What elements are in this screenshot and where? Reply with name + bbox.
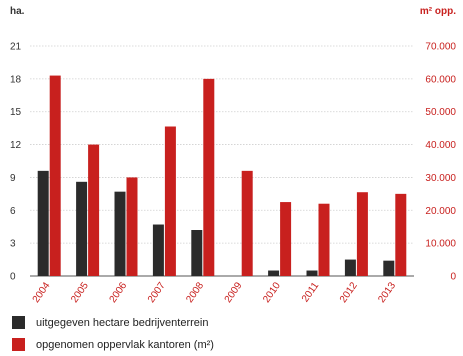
right-axis-unit-label: m² opp. (420, 6, 456, 17)
right-axis-tick-label: 60.000 (425, 74, 456, 85)
bars (37, 75, 407, 276)
bar-kantoren-2006 (126, 177, 138, 276)
bar-kantoren-2012 (356, 192, 368, 276)
x-axis-label-2011: 2011 (300, 280, 322, 304)
left-axis-tick-label: 18 (10, 74, 22, 85)
left-axis-unit-label: ha. (10, 6, 25, 17)
x-axis-label-2009: 2009 (223, 280, 245, 305)
gridlines (30, 45, 414, 277)
x-axis-label-2006: 2006 (108, 280, 130, 305)
left-axis-tick-label: 21 (10, 42, 22, 53)
right-axis-tick-label: 40.000 (425, 140, 456, 151)
left-axis-tick-label: 12 (10, 140, 22, 151)
right-axis-ticks: 0 10.000 20.000 30.000 40.000 50.000 60.000 70.… (425, 42, 456, 283)
bar-kantoren-2005 (88, 144, 100, 276)
left-axis-tick-label: 0 (10, 272, 16, 283)
x-axis-label-2005: 2005 (69, 280, 91, 305)
right-axis-tick-label: 20.000 (425, 206, 456, 217)
bar-kantoren-2007 (164, 126, 176, 276)
left-axis-tick-label: 15 (10, 107, 22, 118)
left-axis-ticks: 0 3 6 9 12 15 18 21 (10, 42, 22, 283)
legend-label-series-2: opgenomen oppervlak kantoren (m²) (36, 338, 214, 351)
bar-bedrijventerrein-2008 (191, 230, 203, 276)
bar-kantoren-2009 (241, 170, 253, 276)
bar-kantoren-2010 (280, 202, 292, 276)
legend-swatch-series-1 (12, 316, 25, 329)
bar-kantoren-2004 (49, 75, 61, 276)
right-axis-tick-label: 70.000 (425, 42, 456, 53)
right-axis-tick-label: 30.000 (425, 173, 456, 184)
x-axis-label-2013: 2013 (376, 280, 398, 305)
legend-swatch-series-2 (12, 338, 25, 351)
x-axis-label-2007: 2007 (146, 280, 168, 305)
bar-kantoren-2011 (318, 203, 330, 276)
bar-bedrijventerrein-2013 (383, 260, 395, 276)
bar-kantoren-2013 (395, 193, 407, 276)
right-axis-tick-label: 50.000 (425, 107, 456, 118)
right-axis-tick-label: 10.000 (425, 239, 456, 250)
bar-kantoren-2008 (203, 78, 215, 276)
bar-bedrijventerrein-2004 (37, 170, 49, 276)
legend-item-series-1: uitgegeven hectare bedrijventerrein (12, 316, 208, 329)
legend-label-series-1: uitgegeven hectare bedrijventerrein (36, 316, 209, 329)
x-axis-label-2008: 2008 (184, 280, 206, 305)
bar-bedrijventerrein-2007 (152, 224, 164, 276)
bar-bedrijventerrein-2010 (268, 270, 280, 276)
left-axis-tick-label: 3 (10, 239, 16, 250)
legend-item-series-2: opgenomen oppervlak kantoren (m²) (12, 338, 214, 351)
bar-bedrijventerrein-2005 (76, 181, 88, 276)
left-axis-tick-label: 9 (10, 173, 16, 184)
x-axis-label-2012: 2012 (338, 280, 360, 305)
right-axis-tick-label: 0 (450, 272, 456, 283)
bar-bedrijventerrein-2012 (344, 259, 356, 276)
x-axis-label-2004: 2004 (31, 280, 53, 305)
x-axis-labels: 2004 2005 2006 2007 2008 2009 2010 2011 2012 2013 (31, 280, 399, 305)
bar-bedrijventerrein-2011 (306, 270, 318, 276)
left-axis-tick-label: 6 (10, 206, 16, 217)
bar-bedrijventerrein-2006 (114, 191, 126, 276)
x-axis-label-2010: 2010 (261, 280, 283, 305)
